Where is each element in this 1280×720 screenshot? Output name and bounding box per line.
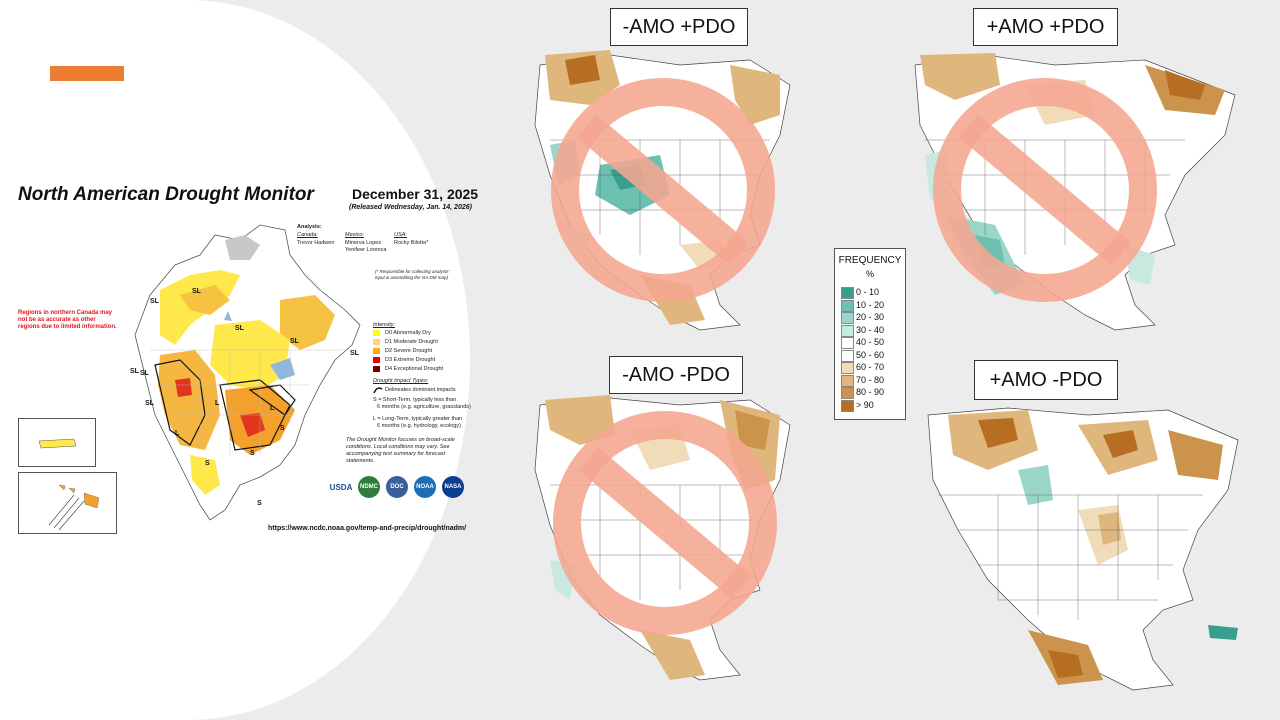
frequency-swatch bbox=[841, 287, 854, 299]
long-term-note: L = Long-Term, typically greater than bbox=[373, 416, 463, 422]
no-symbol-icon bbox=[933, 78, 1157, 302]
canada-analyst: Trevor Hadwen bbox=[297, 240, 335, 246]
frequency-swatch bbox=[841, 324, 854, 337]
intensity-heading: Intensity: bbox=[373, 322, 396, 328]
focus-note: The Drought Monitor focuses on broad-sca… bbox=[346, 437, 455, 443]
mexico-analyst: Yenifeer Lorenca bbox=[345, 247, 387, 253]
frequency-bin-label: > 90 bbox=[856, 399, 874, 410]
intensity-label: D3 Extreme Drought bbox=[385, 357, 436, 363]
usa-label: USA: bbox=[394, 232, 407, 238]
intensity-swatch bbox=[373, 330, 380, 336]
svg-text:SL: SL bbox=[192, 288, 202, 295]
short-term-note: S = Short-Term, typically less than bbox=[373, 397, 457, 403]
frequency-bin-label: 60 - 70 bbox=[856, 362, 885, 372]
scenario-label: +AMO +PDO bbox=[973, 8, 1118, 46]
frequency-swatch bbox=[841, 387, 854, 399]
frequency-bin-label: 80 - 90 bbox=[856, 387, 885, 397]
map-pos-amo-neg-pdo bbox=[927, 407, 1239, 691]
frequency-bin-label: 50 - 60 bbox=[856, 349, 885, 360]
intensity-swatch bbox=[373, 339, 380, 345]
ndmc-logo: NDMC bbox=[358, 476, 380, 498]
scenario-label: +AMO -PDO bbox=[974, 360, 1118, 400]
intensity-label: D0 Abnormally Dry bbox=[385, 330, 431, 336]
canada-label: Canada: bbox=[297, 232, 318, 238]
source-url[interactable]: https://www.ncdc.noaa.gov/temp-and-preci… bbox=[268, 525, 467, 532]
frequency-legend-unit: % bbox=[865, 269, 874, 279]
accent-bar bbox=[50, 66, 124, 81]
analysts-heading: Analysts: bbox=[297, 224, 322, 230]
focus-note: statements. bbox=[346, 458, 375, 464]
drought-monitor-title: North American Drought Monitor bbox=[18, 184, 314, 205]
frequency-bin-label: 30 - 40 bbox=[856, 324, 885, 335]
frequency-bin-label: 0 - 10 bbox=[856, 287, 880, 297]
svg-text:SL: SL bbox=[150, 298, 160, 305]
scenario-label: -AMO -PDO bbox=[609, 356, 743, 394]
frequency-bin-label: 70 - 80 bbox=[856, 374, 885, 385]
nasa-logo: NASA bbox=[442, 476, 464, 498]
svg-text:SL: SL bbox=[145, 400, 155, 407]
svg-text:SL: SL bbox=[350, 350, 360, 357]
svg-text:SL: SL bbox=[130, 368, 140, 375]
frequency-swatch bbox=[841, 399, 854, 412]
impact-types-heading: Drought Impact Types: bbox=[373, 378, 429, 384]
focus-note: conditions. Local conditions may vary. S… bbox=[346, 444, 450, 450]
usa-analyst: Rocky Bilotta* bbox=[394, 240, 429, 246]
northern-canada-warning: Regions in northern Canada may not be as… bbox=[18, 310, 117, 330]
hawaii-inset bbox=[18, 472, 117, 534]
intensity-swatch bbox=[373, 366, 380, 372]
frequency-swatch bbox=[841, 349, 854, 362]
doc-logo: DOC bbox=[386, 476, 408, 498]
drought-map-labels: SL SL SL SL SL SL L L L S S S S SL SL bbox=[130, 288, 360, 507]
frequency-swatch bbox=[841, 337, 854, 349]
short-term-note: 6 months (e.g. agriculture, grasslands) bbox=[377, 404, 471, 410]
frequency-swatch bbox=[841, 299, 854, 312]
svg-text:SL: SL bbox=[140, 370, 150, 377]
svg-text:S: S bbox=[250, 450, 255, 457]
intensity-label: D2 Severe Drought bbox=[385, 348, 433, 354]
responsible-note: input & assembling the NA-DM map) bbox=[375, 275, 449, 280]
frequency-swatch bbox=[841, 312, 854, 324]
intensity-label: D1 Moderate Drought bbox=[385, 339, 438, 345]
svg-text:SL: SL bbox=[290, 338, 300, 345]
svg-text:S: S bbox=[205, 460, 210, 467]
svg-text:S: S bbox=[257, 500, 262, 507]
long-term-note: 6 months (e.g. hydrology, ecology) bbox=[377, 423, 461, 429]
no-symbol-icon bbox=[553, 411, 777, 635]
svg-text:SL: SL bbox=[235, 325, 245, 332]
frequency-swatch bbox=[841, 374, 854, 387]
svg-text:L: L bbox=[215, 400, 220, 407]
intensity-swatch bbox=[373, 348, 380, 354]
scenario-label: -AMO +PDO bbox=[610, 8, 748, 46]
frequency-bin-label: 10 - 20 bbox=[856, 299, 885, 310]
usda-logo: USDA bbox=[330, 476, 352, 498]
frequency-legend-title: FREQUENCY bbox=[838, 255, 902, 266]
svg-text:L: L bbox=[270, 405, 275, 412]
impact-boundary-icon bbox=[373, 387, 383, 394]
frequency-bin-label: 20 - 30 bbox=[856, 312, 885, 322]
mexico-label: Mexico: bbox=[345, 232, 364, 238]
noaa-logo: NOAA bbox=[414, 476, 436, 498]
impact-line-label: Delineates dominant impacts bbox=[385, 387, 456, 393]
drought-monitor-date: December 31, 2025 bbox=[352, 186, 479, 202]
puerto-rico-inset bbox=[18, 418, 96, 467]
north-america-drought-map: SL SL SL SL SL SL L L L S S S S SL SL bbox=[130, 224, 361, 521]
frequency-swatch bbox=[841, 362, 854, 374]
svg-text:L: L bbox=[175, 430, 180, 437]
drought-monitor-released: (Released Wednesday, Jan. 14, 2026) bbox=[349, 204, 472, 211]
intensity-swatch bbox=[373, 357, 380, 363]
svg-text:S: S bbox=[280, 425, 285, 432]
mexico-analyst: Minerva Lopez bbox=[345, 240, 382, 246]
responsible-note: (* Responsible for collecting analysts' bbox=[375, 269, 450, 274]
frequency-legend: FREQUENCY % 0 - 10 10 - 20 20 - 30 30 - 40 4… bbox=[834, 248, 906, 420]
no-symbol-icon bbox=[551, 78, 775, 302]
focus-note: accompanying text summary for forecast bbox=[346, 451, 446, 457]
map-neg-amo-pos-pdo bbox=[534, 50, 791, 331]
map-pos-amo-pos-pdo bbox=[914, 53, 1236, 331]
map-neg-amo-neg-pdo bbox=[534, 395, 791, 681]
intensity-label: D4 Exceptional Drought bbox=[385, 366, 444, 372]
frequency-bin-label: 40 - 50 bbox=[856, 337, 885, 347]
